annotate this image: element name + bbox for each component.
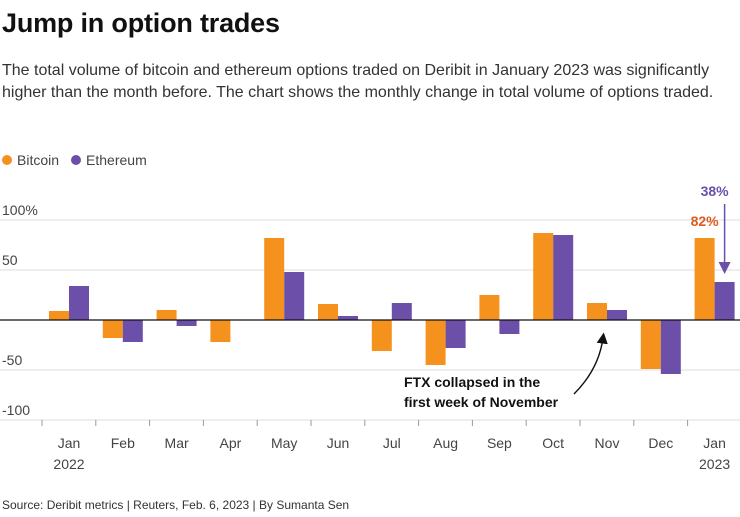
- bar-bitcoin-9: [533, 233, 554, 320]
- bar-ethereum-5: [338, 316, 358, 320]
- annotation-text: first week of November: [404, 394, 559, 410]
- x-tick-label: Jun: [327, 435, 350, 451]
- bar-ethereum-1: [122, 320, 143, 342]
- y-tick-label: 50: [2, 252, 18, 268]
- x-year-label: 2023: [699, 456, 730, 472]
- bar-ethereum-8: [499, 320, 520, 334]
- bar-ethereum-12: [714, 282, 735, 320]
- x-tick-label: Jan: [58, 435, 81, 451]
- axes: 100% 50 -50 -100 Jan 2022 Feb Mar Apr May Jun Jul Au…: [0, 202, 740, 472]
- bar-bitcoin-1: [102, 320, 123, 338]
- source-note: Source: Deribit metrics | Reuters, Feb. …: [2, 498, 350, 512]
- bar-bitcoin-8: [479, 295, 500, 320]
- chart-title: Jump in option trades: [2, 8, 280, 38]
- bar-ethereum-6: [391, 303, 412, 320]
- bar-ethereum-4: [284, 272, 305, 320]
- annotation-arrow: [573, 332, 608, 395]
- x-tick-label: May: [271, 435, 297, 451]
- x-tick-label: Jul: [383, 435, 401, 451]
- legend-swatch-bitcoin: [2, 155, 12, 165]
- y-tick-label: 100%: [2, 202, 38, 218]
- bar-bitcoin-12: [694, 238, 715, 320]
- bar-bitcoin-10: [587, 303, 607, 320]
- value-label-ethereum: 38%: [701, 183, 730, 199]
- legend: Bitcoin Ethereum: [2, 152, 159, 168]
- bar-bitcoin-0: [49, 311, 69, 320]
- x-tick-label: Oct: [542, 435, 564, 451]
- legend-label-ethereum: Ethereum: [86, 152, 147, 168]
- gridlines: [0, 219, 740, 421]
- legend-item-bitcoin: Bitcoin: [2, 152, 59, 168]
- bar-bitcoin-2: [156, 310, 177, 320]
- bar-ethereum-0: [69, 286, 89, 320]
- legend-item-ethereum: Ethereum: [71, 152, 147, 168]
- x-year-label: 2022: [53, 456, 84, 472]
- bar-ethereum-11: [660, 320, 681, 374]
- bar-bitcoin-11: [640, 320, 661, 369]
- bar-bitcoin-3: [210, 320, 231, 342]
- bars: [49, 233, 735, 374]
- bar-bitcoin-4: [264, 238, 285, 320]
- x-tick-label: Sep: [487, 435, 512, 451]
- annotation-text: FTX collapsed in the: [404, 374, 540, 390]
- x-tick-label: Aug: [433, 435, 458, 451]
- legend-swatch-ethereum: [71, 155, 82, 165]
- bar-ethereum-7: [445, 320, 466, 348]
- y-tick-label: -50: [2, 352, 22, 368]
- value-label-bitcoin: 82%: [691, 213, 720, 229]
- bar-bitcoin-6: [371, 320, 392, 351]
- x-tick-label: Nov: [595, 435, 620, 451]
- x-tick-label: Mar: [165, 435, 189, 451]
- y-tick-label: -100: [2, 402, 30, 418]
- bar-ethereum-10: [607, 310, 627, 320]
- bar-ethereum-2: [176, 320, 197, 326]
- bar-ethereum-9: [553, 235, 574, 320]
- chart-subtitle: The total volume of bitcoin and ethereum…: [2, 62, 714, 101]
- legend-label-bitcoin: Bitcoin: [17, 152, 60, 168]
- x-tick-label: Dec: [648, 435, 673, 451]
- x-tick-label: Feb: [111, 435, 135, 451]
- bar-bitcoin-5: [318, 304, 338, 320]
- labels: 82% 38% FTX collapsed in the first week of …: [404, 183, 731, 410]
- x-tick-label: Apr: [220, 435, 242, 451]
- bar-bitcoin-7: [425, 320, 446, 365]
- x-tick-label: Jan: [703, 435, 726, 451]
